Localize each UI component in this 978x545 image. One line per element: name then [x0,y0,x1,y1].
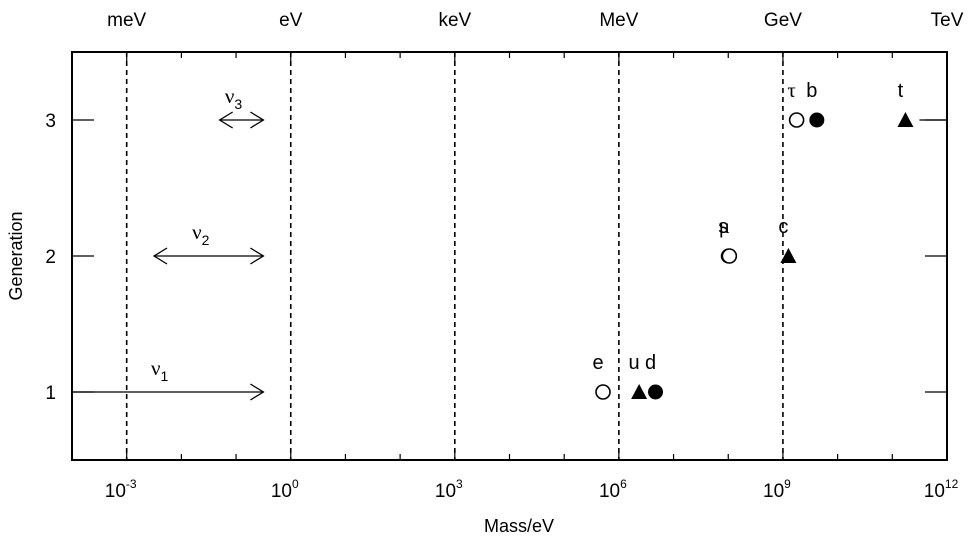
x-tick-label: 10-3 [105,477,137,502]
neutrino-3-label: ν3 [225,84,243,112]
open-circle-marker [788,112,805,128]
particle-b: b [806,80,825,128]
unit-label-meV: meV [107,10,146,31]
neutrino-1-label: ν1 [151,356,169,384]
unit-label-GeV: GeV [764,10,802,31]
neutrino-2-label: ν2 [192,220,210,248]
particle-label-e: e [592,352,603,374]
triangle-marker [897,112,914,127]
axis-labels: Mass/eV Generation meV eV keV MeV GeV TeV 10-3… [6,10,964,536]
particle-points: e u d sμ c τ b t [592,78,914,400]
y-tick-label: 2 [45,247,56,268]
arrow-head [152,247,168,265]
particle-d: d [645,352,664,400]
particle-μ: μ [719,214,738,264]
triangle-marker [631,384,648,399]
particle-e: e [592,352,611,400]
unit-grid-lines [125,52,784,460]
filled-circle-marker [648,384,664,400]
triangle-marker [780,248,797,263]
y-tick-label: 1 [45,383,56,404]
arrow-head [250,111,265,129]
arrow-head [250,383,265,401]
x-tick-label: 100 [271,477,299,502]
particle-label-d: d [645,352,656,374]
particle-t: t [897,80,914,127]
x-tick-label: 103 [435,477,463,502]
x-tick-label: 1012 [924,477,959,502]
particle-τ: τ [787,78,805,128]
neutrino-3-range: ν3 [218,84,265,129]
unit-label-TeV: TeV [931,10,964,31]
particle-label-u: u [629,352,640,374]
arrow-head [250,247,265,265]
particle-u: u [629,352,648,399]
unit-label-eV: eV [279,10,303,31]
particle-label-s: s [718,216,728,238]
filled-circle-marker [809,112,825,128]
particle-label-c: c [778,216,788,238]
particle-label-μ: μ [719,214,730,238]
particle-label-t: t [898,80,904,102]
unit-label-MeV: MeV [599,10,638,31]
y-axis-title: Generation [6,211,26,300]
neutrino-ranges: ν1 ν2 ν3 [72,84,265,401]
y-tick-label: 3 [45,111,56,132]
arrow-head [218,111,233,129]
neutrino-1-range: ν1 [72,356,265,401]
particle-c: c [778,216,797,263]
neutrino-2-range: ν2 [152,220,265,265]
particle-label-b: b [806,80,817,102]
open-circle-marker [721,248,738,264]
x-tick-label: 106 [599,477,627,502]
particle-label-τ: τ [787,78,795,102]
unit-label-keV: keV [438,10,471,31]
x-tick-label: 109 [763,477,791,502]
open-circle-marker [595,384,611,400]
x-axis-title: Mass/eV [484,516,554,536]
